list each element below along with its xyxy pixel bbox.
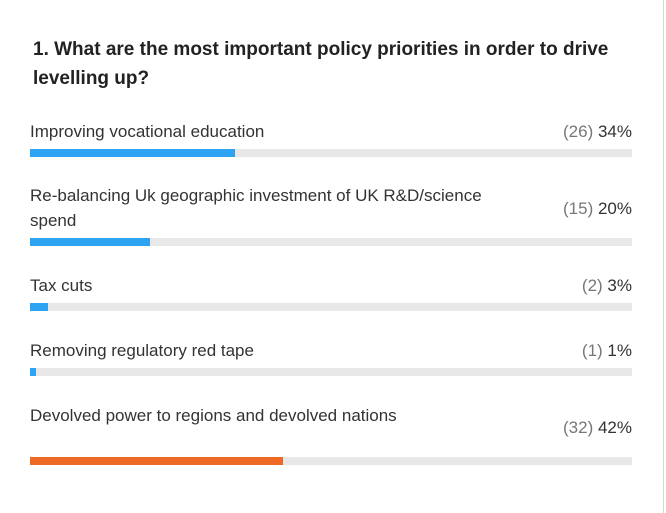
option-count: (26) [563,122,594,141]
option-label: Devolved power to regions and devolved n… [30,406,397,425]
option-label: Improving vocational education [30,122,265,141]
option-stats: (1) 1% [582,338,632,363]
option-count: (15) [563,198,594,218]
question-title: 1. What are the most important policy pr… [33,39,609,89]
option-stats: (15) 20% [563,196,632,221]
progress-track [30,368,632,376]
poll-option: Re-balancing Uk geographic investment of… [30,183,632,246]
progress-track [30,303,632,311]
progress-fill [30,457,283,465]
option-stats: (32) 42% [563,415,632,440]
poll-option: Devolved power to regions and devolved n… [30,403,632,465]
progress-fill [30,149,235,157]
progress-track [30,149,632,157]
option-percent: 20% [597,198,632,218]
option-percent: 1% [607,341,632,360]
option-label: Tax cuts [30,276,93,295]
option-count: (1) [581,341,603,360]
progress-track [30,457,632,465]
option-percent: 3% [607,276,632,295]
option-percent: 34% [597,122,632,141]
option-percent: 42% [597,418,632,437]
progress-fill [30,303,48,311]
progress-fill [30,238,150,246]
progress-track [30,238,632,246]
poll-option: Improving vocational education (26) 34% [30,119,632,157]
option-stats: (26) 34% [563,119,632,144]
option-count: (32) [563,418,594,437]
poll-option: Tax cuts (2) 3% [30,273,632,311]
option-label: Removing regulatory red tape [30,341,254,360]
poll-option: Removing regulatory red tape (1) 1% [30,338,632,376]
option-count: (2) [581,276,603,295]
progress-fill [30,368,36,376]
option-stats: (2) 3% [582,273,632,298]
option-label: Re-balancing Uk geographic investment of… [30,186,482,230]
